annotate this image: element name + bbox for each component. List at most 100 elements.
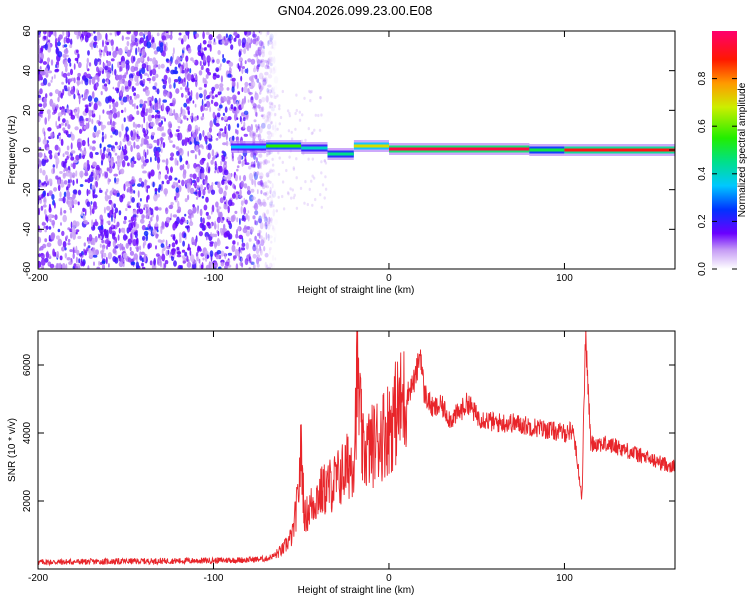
noise-speck (242, 98, 246, 104)
noise-speck (170, 251, 172, 255)
noise-speck (324, 187, 328, 191)
noise-speck (268, 105, 272, 109)
noise-speck (135, 123, 138, 130)
noise-speck (43, 97, 47, 104)
noise-speck (41, 158, 46, 167)
noise-speck (255, 247, 260, 255)
noise-speck (111, 207, 114, 215)
noise-speck (276, 127, 279, 131)
noise-speck (40, 265, 45, 269)
bottom-y-axis-label: SNR (10 * v/v) (7, 418, 18, 482)
noise-speck (84, 104, 89, 108)
noise-speck (62, 31, 65, 36)
noise-speck (186, 261, 192, 268)
noise-speck (115, 101, 119, 108)
noise-speck (63, 191, 67, 198)
noise-speck (135, 61, 141, 64)
noise-speck (267, 233, 270, 239)
noise-speck (268, 218, 273, 222)
noise-speck (189, 221, 194, 227)
noise-speck (224, 126, 227, 134)
noise-speck (136, 76, 139, 84)
noise-speck (104, 86, 108, 92)
noise-speck (238, 195, 243, 199)
noise-speck (120, 109, 124, 114)
noise-speck (176, 216, 180, 225)
noise-speck (177, 251, 182, 255)
noise-speck (38, 103, 43, 107)
noise-speck (54, 214, 58, 221)
noise-speck (182, 240, 186, 247)
noise-speck (242, 117, 246, 122)
noise-speck (229, 39, 232, 44)
noise-speck (259, 201, 264, 206)
noise-speck (87, 265, 90, 269)
noise-speck (53, 74, 56, 79)
noise-speck (46, 147, 50, 151)
carrier-core (389, 147, 530, 151)
noise-speck (121, 123, 124, 132)
noise-speck (260, 161, 262, 170)
noise-speck (67, 242, 71, 246)
noise-speck (154, 82, 158, 87)
noise-speck (273, 91, 277, 98)
noise-speck (108, 213, 111, 219)
noise-speck (270, 62, 273, 67)
noise-speck (238, 65, 241, 72)
noise-speck (213, 101, 219, 107)
noise-speck (248, 172, 253, 181)
noise-speck (247, 215, 250, 222)
noise-speck (154, 73, 159, 79)
noise-speck (273, 112, 276, 118)
noise-speck (170, 213, 173, 219)
noise-speck (258, 232, 261, 239)
noise-speck (267, 65, 271, 70)
noise-speck (146, 187, 148, 194)
noise-speck (131, 85, 135, 93)
noise-speck (271, 39, 276, 47)
noise-speck (272, 225, 276, 233)
noise-speck (112, 102, 116, 109)
noise-speck (142, 235, 146, 241)
noise-speck (273, 189, 277, 195)
noise-speck (164, 174, 168, 180)
noise-speck (169, 61, 172, 67)
noise-speck (227, 252, 233, 256)
noise-speck (225, 39, 229, 45)
noise-speck (157, 126, 161, 131)
noise-speck (217, 208, 220, 216)
noise-speck (156, 229, 159, 233)
noise-speck (131, 103, 135, 107)
noise-speck (98, 114, 101, 121)
noise-speck (223, 115, 228, 121)
noise-speck (50, 59, 54, 66)
noise-speck (203, 204, 208, 211)
noise-speck (82, 207, 86, 213)
noise-speck (145, 121, 149, 130)
noise-speck (271, 263, 273, 269)
noise-speck (205, 31, 210, 36)
noise-speck (178, 147, 183, 154)
noise-speck (140, 110, 146, 118)
noise-speck (114, 152, 118, 156)
noise-speck (260, 179, 264, 186)
noise-speck (204, 107, 209, 111)
noise-speck (265, 185, 270, 189)
noise-speck (79, 120, 85, 127)
noise-speck (156, 88, 160, 95)
noise-speck (64, 247, 67, 251)
noise-speck (261, 181, 266, 190)
noise-speck (194, 75, 198, 81)
noise-speck (236, 117, 239, 120)
noise-speck (267, 111, 272, 116)
noise-speck (110, 39, 114, 47)
noise-speck (231, 77, 236, 82)
noise-speck (267, 40, 270, 47)
noise-speck (256, 126, 261, 131)
noise-speck (95, 164, 100, 171)
noise-speck (57, 184, 61, 192)
noise-speck (254, 74, 258, 80)
noise-speck (217, 181, 221, 189)
noise-speck (96, 34, 100, 42)
noise-speck (155, 150, 160, 158)
